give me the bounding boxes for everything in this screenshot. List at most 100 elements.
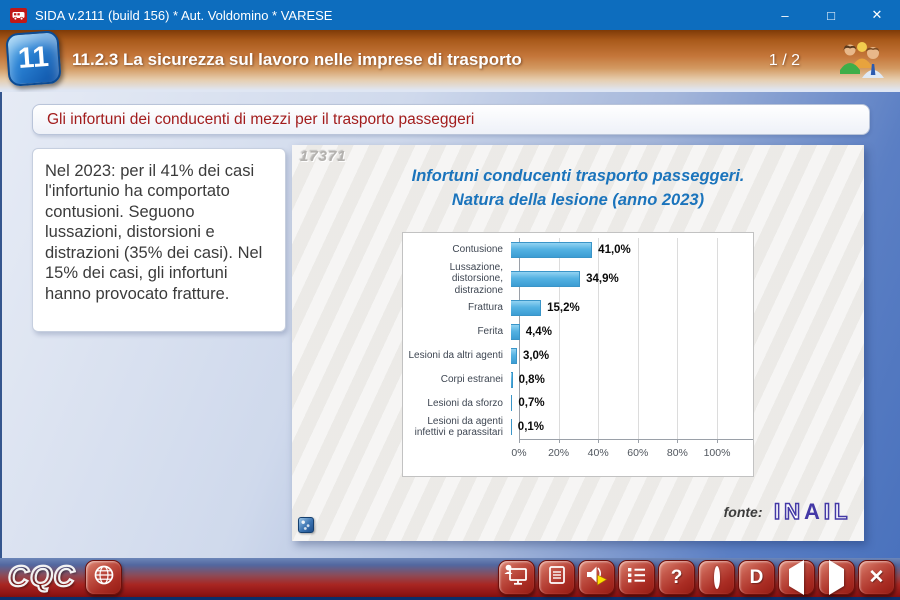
chart-bar bbox=[511, 241, 593, 258]
chart-bar-value: 34,9% bbox=[586, 273, 619, 286]
presentation-icon bbox=[504, 564, 529, 592]
chart-bar-value: 0,7% bbox=[518, 397, 545, 410]
chart-bar-value: 3,0% bbox=[522, 349, 550, 362]
toolbar-topics-list-button[interactable] bbox=[618, 560, 655, 595]
chart-row: Corpi estranei 0,8% bbox=[403, 368, 753, 392]
chart-bar bbox=[511, 323, 520, 340]
cqc-logo: CQC bbox=[7, 560, 76, 594]
page-indicator: 1 / 2 bbox=[768, 52, 800, 69]
inail-logo-letter: A bbox=[804, 499, 821, 524]
gridline bbox=[637, 238, 639, 439]
source-label: fonte: bbox=[723, 504, 763, 520]
gridline bbox=[598, 238, 600, 439]
close-icon: ✕ bbox=[868, 567, 885, 588]
toolbar-close-button[interactable]: ✕ bbox=[858, 560, 895, 595]
info-text: Nel 2023: per il 41% dei casi l'infortun… bbox=[45, 162, 263, 303]
chart-title: Infortuni conducenti trasporto passegger… bbox=[292, 165, 864, 213]
inail-logo-letter: L bbox=[833, 498, 849, 525]
bar-chart-plot: Contusione 41,0% Lussazione, distorsione, … bbox=[402, 232, 754, 477]
titlebar: SIDA v.2111 (build 156) * Aut. Voldomino… bbox=[0, 0, 900, 30]
arrow-right-icon bbox=[829, 559, 844, 595]
chart-row: Lussazione, distorsione, distrazione 34,9… bbox=[403, 262, 753, 297]
chart-x-axis: 0% 20% 40% 60% 80% 100% bbox=[511, 439, 753, 476]
chart-bar bbox=[511, 371, 513, 388]
chart-category-label: Corpi estranei bbox=[440, 373, 503, 385]
content-area: Gli infortuni dei conducenti di mezzi pe… bbox=[0, 92, 900, 558]
x-tick bbox=[637, 439, 639, 443]
info-panel: Nel 2023: per il 41% dei casi l'infortun… bbox=[32, 148, 286, 332]
x-tick bbox=[677, 439, 679, 443]
inail-logo-letter: I bbox=[823, 498, 832, 525]
window-title: SIDA v.2111 (build 156) * Aut. Voldomino… bbox=[35, 7, 333, 23]
bottom-toolbar: CQC ? D ✕ bbox=[0, 558, 900, 600]
people-group-icon bbox=[838, 38, 886, 83]
x-tick bbox=[558, 439, 560, 443]
x-tick-label: 0% bbox=[511, 447, 527, 459]
chart-category-label: Ferita bbox=[477, 326, 503, 338]
chart-title-line1: Infortuni conducenti trasporto passegger… bbox=[411, 167, 745, 185]
maximize-button[interactable]: □ bbox=[827, 7, 835, 23]
chart-category-label: Lussazione, distorsione, distrazione bbox=[449, 261, 503, 296]
chart-title-line2: Natura della lesione (anno 2023) bbox=[451, 190, 705, 209]
media-attachment-icon[interactable] bbox=[298, 517, 314, 533]
toolbar-document-button[interactable] bbox=[538, 560, 575, 595]
lesson-header: 11 11.2.3 La sicurezza sul lavoro nelle … bbox=[0, 30, 900, 92]
minimize-button[interactable]: – bbox=[781, 7, 789, 23]
toolbar-globe-button[interactable] bbox=[85, 560, 123, 595]
chart-bar bbox=[511, 300, 542, 317]
chart-bar bbox=[511, 419, 512, 436]
chart-row: Lesioni da altri agenti 3,0% bbox=[403, 344, 753, 368]
globe-icon bbox=[92, 563, 116, 592]
letter-d-icon: D bbox=[749, 566, 764, 588]
chart-bar-value: 0,8% bbox=[518, 373, 545, 386]
x-tick-label: 80% bbox=[666, 447, 688, 459]
arrow-left-icon bbox=[789, 559, 804, 595]
question-icon: ? bbox=[670, 566, 683, 588]
toolbar-previous-button[interactable] bbox=[778, 559, 815, 595]
chart-category-label: Lesioni da agenti infettivi e parassitar… bbox=[414, 415, 503, 439]
x-tick-label: 60% bbox=[627, 447, 649, 459]
chapter-badge: 11 bbox=[5, 30, 62, 87]
topic-subtitle: Gli infortuni dei conducenti di mezzi pe… bbox=[47, 110, 475, 128]
toolbar-buttons: ? D ✕ bbox=[498, 559, 895, 595]
chart-bar-value: 15,2% bbox=[547, 302, 580, 315]
toolbar-help-button[interactable]: ? bbox=[658, 560, 695, 595]
record-icon bbox=[713, 565, 720, 589]
chart-category-label: Contusione bbox=[452, 244, 503, 256]
x-tick bbox=[598, 439, 600, 443]
chart-row: Contusione 41,0% bbox=[403, 238, 753, 262]
chart-bar-value: 41,0% bbox=[598, 243, 631, 256]
x-tick-label: 100% bbox=[703, 447, 731, 459]
chart-category-label: Lesioni da altri agenti bbox=[408, 349, 503, 361]
chart-row: Ferita 4,4% bbox=[403, 320, 753, 344]
topic-subtitle-bar: Gli infortuni dei conducenti di mezzi pe… bbox=[32, 104, 870, 135]
gridline bbox=[677, 238, 679, 439]
chart-category-label: Lesioni da sforzo bbox=[427, 397, 503, 409]
chart-bar bbox=[511, 395, 513, 412]
chart-row: Lesioni da agenti infettivi e parassitar… bbox=[403, 415, 753, 439]
x-tick-label: 20% bbox=[548, 447, 570, 459]
slide-id-watermark: 17371 bbox=[300, 148, 347, 165]
x-tick bbox=[717, 439, 718, 443]
inail-logo-letter: N bbox=[783, 498, 802, 525]
toolbar-dictionary-button[interactable]: D bbox=[738, 560, 775, 595]
chart-bar bbox=[511, 347, 517, 364]
toolbar-audio-button[interactable] bbox=[578, 560, 615, 595]
chart-row: Lesioni da sforzo 0,7% bbox=[403, 391, 753, 415]
lesson-title: 11.2.3 La sicurezza sul lavoro nelle imp… bbox=[72, 50, 522, 69]
toolbar-presentation-button[interactable] bbox=[498, 560, 535, 595]
gridline bbox=[558, 238, 560, 439]
gridline bbox=[717, 238, 718, 439]
x-tick-label: 40% bbox=[587, 447, 609, 459]
toolbar-next-button[interactable] bbox=[818, 559, 855, 595]
chart-category-label: Frattura bbox=[467, 302, 503, 314]
list-icon bbox=[625, 565, 648, 590]
toolbar-record-button[interactable] bbox=[698, 560, 735, 595]
document-icon bbox=[546, 564, 568, 591]
close-window-button[interactable]: ✕ bbox=[871, 7, 883, 22]
chart-bar bbox=[511, 271, 581, 288]
chart-row: Frattura 15,2% bbox=[403, 296, 753, 320]
